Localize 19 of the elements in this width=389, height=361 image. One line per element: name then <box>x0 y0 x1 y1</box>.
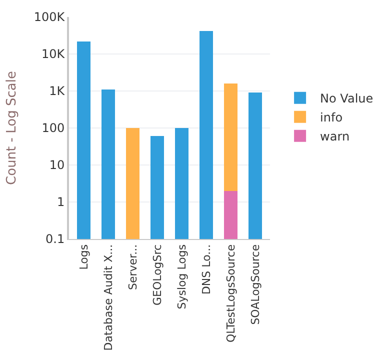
y-tick-label: 1 <box>56 195 65 210</box>
x-tick-label: GEOLogSrc <box>150 244 164 306</box>
y-tick-label: 1K <box>49 84 66 98</box>
x-tick-label: Server... <box>126 244 140 290</box>
x-tick-label: Database Audit X... <box>102 244 115 351</box>
y-tick-label: 0.1 <box>46 232 65 246</box>
y-tick-label: 100K <box>34 10 66 24</box>
y-tick-label: 10 <box>49 158 65 172</box>
x-tick-label: DNS Lo... <box>200 244 213 295</box>
x-tick-label: SOALogSource <box>248 244 262 325</box>
x-tick-label: Syslog Logs <box>175 244 188 310</box>
legend-label: No Value <box>320 92 374 106</box>
legend-label: info <box>320 110 343 125</box>
y-tick-label: 10K <box>41 47 66 62</box>
y-tick-label: 100 <box>42 121 65 136</box>
x-tick-label: QLTestLogsSource <box>224 244 238 342</box>
y-axis-title: Count - Log Scale <box>4 71 20 185</box>
legend-label: warn <box>320 130 350 144</box>
x-tick-label: Logs <box>77 244 90 270</box>
